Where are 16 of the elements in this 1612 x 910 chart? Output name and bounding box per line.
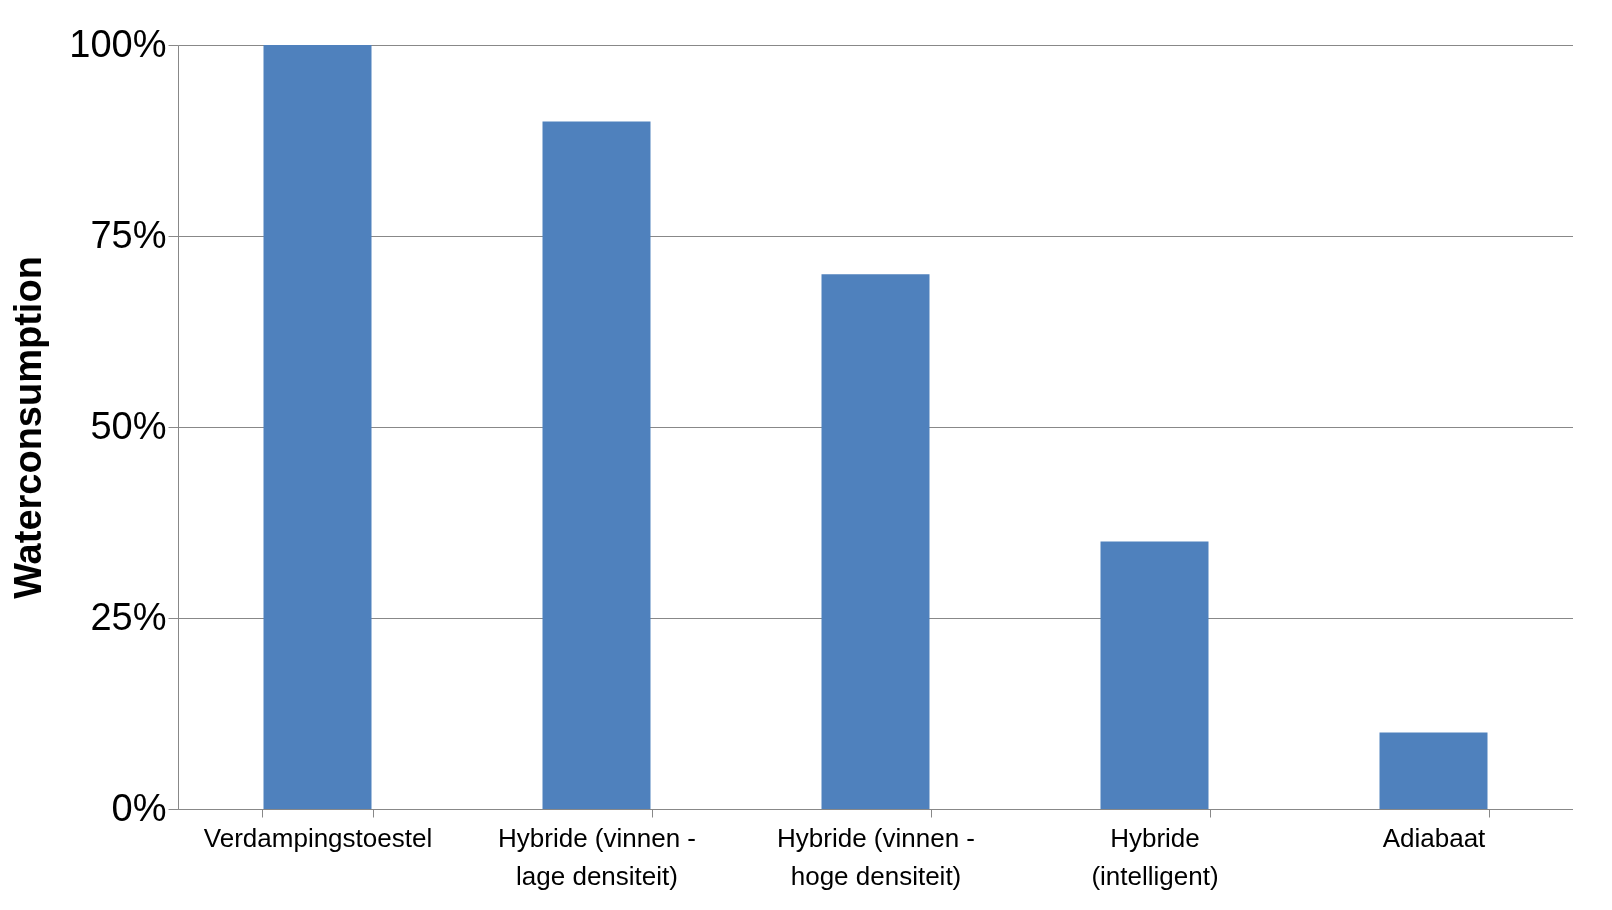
bar: [263, 45, 372, 809]
x-tick-label: Hybride (intelligent): [1091, 822, 1219, 891]
y-tick-label: 0%: [111, 786, 167, 829]
x-tick-label: Adiabaat: [1382, 822, 1487, 853]
x-tick-label: Hybride (vinnen - lage densiteit): [498, 822, 696, 891]
bar: [1100, 541, 1209, 809]
y-tick-label: 25%: [90, 595, 167, 638]
y-tick-label: 100%: [69, 22, 167, 65]
bar: [542, 121, 651, 809]
y-axis-title: Waterconsumption: [7, 256, 50, 599]
y-tick-label: 50%: [90, 404, 167, 447]
y-tick-label: 75%: [90, 213, 167, 256]
x-tick-label: Verdampingstoestel: [203, 822, 433, 853]
bar: [821, 274, 930, 809]
x-tick-label: Hybride (vinnen - hoge densiteit): [777, 822, 975, 891]
bar: [1379, 732, 1488, 809]
